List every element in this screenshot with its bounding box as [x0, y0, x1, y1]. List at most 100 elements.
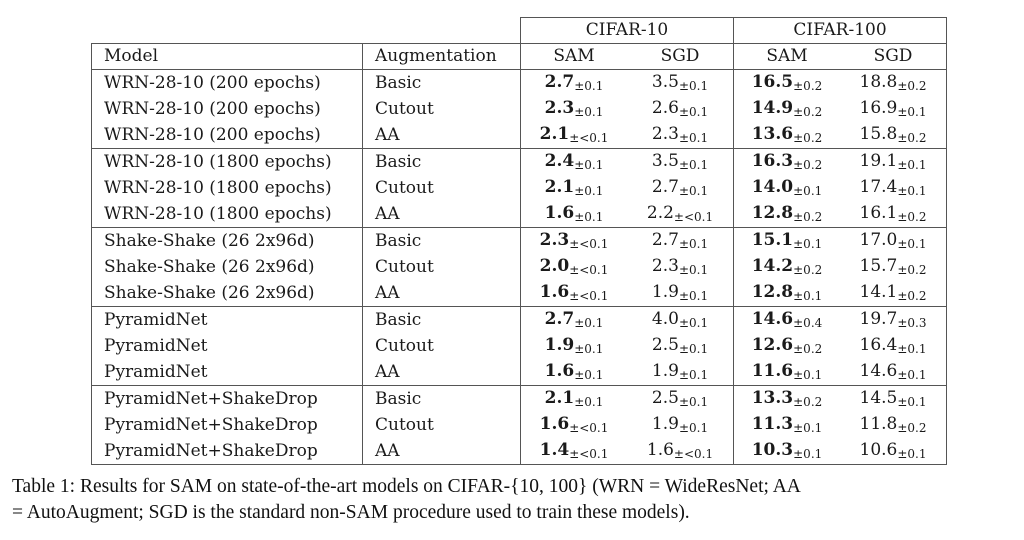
value: 2.7	[544, 72, 575, 92]
cell-cifar100-sgd: 10.6±0.1	[840, 438, 947, 465]
cell-augmentation: Cutout	[362, 254, 521, 280]
std: ±0.1	[678, 237, 709, 251]
cell-cifar100-sgd: 16.9±0.1	[840, 96, 947, 122]
std: ±0.1	[793, 368, 823, 382]
std: ±0.1	[574, 342, 604, 356]
header-cifar100-sam: SAM	[733, 43, 840, 70]
value: 1.9	[544, 335, 575, 355]
std: ±0.1	[678, 395, 709, 409]
header-cifar10-sgd: SGD	[627, 43, 734, 70]
cell-cifar10-sam: 2.3±<0.1	[520, 227, 627, 254]
value: 19.1	[859, 151, 898, 171]
value: 1.6	[544, 203, 575, 223]
value: 2.7	[544, 309, 575, 329]
std: ±0.1	[574, 210, 604, 224]
table-row: WRN-28-10 (200 epochs) Cutout 2.3±0.1 2.6±0…	[91, 96, 947, 122]
std: ±0.2	[897, 289, 927, 303]
cell-model: PyramidNet+ShakeDrop	[91, 412, 363, 438]
std: ±0.1	[678, 158, 709, 172]
cell-augmentation: AA	[362, 122, 521, 149]
value: 14.6	[859, 361, 898, 381]
std: ±0.1	[678, 79, 709, 93]
cell-augmentation: Cutout	[362, 175, 521, 201]
value: 1.6	[539, 414, 570, 434]
cell-augmentation: AA	[362, 359, 521, 386]
cell-cifar10-sgd: 2.7±0.1	[627, 175, 734, 201]
value: 12.8	[751, 282, 794, 302]
value: 15.8	[859, 124, 898, 144]
column-header-row: Model Augmentation SAM SGD SAM SGD	[91, 43, 947, 70]
cell-model: PyramidNet	[91, 306, 363, 333]
value: 2.7	[651, 230, 679, 250]
cell-cifar10-sgd: 2.5±0.1	[627, 333, 734, 359]
std: ±0.1	[678, 421, 709, 435]
std: ±0.1	[793, 184, 823, 198]
table-row: PyramidNet Cutout 1.9±0.1 2.5±0.1 12.6±0.2 16…	[91, 333, 947, 359]
value: 1.9	[651, 414, 679, 434]
cell-augmentation: AA	[362, 280, 521, 307]
value: 14.5	[859, 388, 898, 408]
cell-cifar100-sgd: 15.8±0.2	[840, 122, 947, 149]
cell-model: WRN-28-10 (1800 epochs)	[91, 148, 363, 175]
cell-cifar100-sam: 12.6±0.2	[733, 333, 840, 359]
cell-augmentation: AA	[362, 201, 521, 228]
std: ±0.1	[897, 342, 927, 356]
cell-augmentation: Cutout	[362, 412, 521, 438]
cell-cifar100-sgd: 18.8±0.2	[840, 69, 947, 96]
value: 1.6	[646, 440, 674, 460]
std: ±0.1	[678, 105, 709, 119]
cell-cifar10-sgd: 1.9±0.1	[627, 359, 734, 386]
std: ±0.1	[897, 447, 927, 461]
table-row: WRN-28-10 (200 epochs) Basic 2.7±0.1 3.5±0.…	[91, 69, 947, 96]
table-row: Shake-Shake (26 2x96d) Basic 2.3±<0.1 2.7±0…	[91, 227, 947, 254]
cell-cifar10-sam: 2.3±0.1	[520, 96, 627, 122]
std: ±0.2	[793, 105, 823, 119]
value: 2.6	[651, 98, 679, 118]
value: 3.5	[651, 72, 679, 92]
std: ±0.1	[574, 79, 604, 93]
std: ±0.1	[574, 395, 604, 409]
std: ±0.1	[793, 237, 823, 251]
std: ±<0.1	[673, 210, 714, 224]
cell-cifar10-sgd: 2.5±0.1	[627, 385, 734, 412]
cell-cifar10-sgd: 4.0±0.1	[627, 306, 734, 333]
cell-cifar10-sgd: 1.6±<0.1	[627, 438, 734, 465]
cell-cifar100-sgd: 16.4±0.1	[840, 333, 947, 359]
value: 16.4	[859, 335, 898, 355]
value: 2.1	[539, 124, 570, 144]
value: 12.8	[751, 203, 794, 223]
std: ±0.1	[678, 184, 709, 198]
table-row: WRN-28-10 (1800 epochs) Cutout 2.1±0.1 2.7±…	[91, 175, 947, 201]
value: 10.3	[751, 440, 794, 460]
group-header-cifar100: CIFAR-100	[733, 17, 947, 44]
cell-cifar100-sam: 12.8±0.1	[733, 280, 840, 307]
cell-cifar100-sgd: 17.4±0.1	[840, 175, 947, 201]
value: 19.7	[859, 309, 898, 329]
value: 2.1	[544, 388, 575, 408]
std: ±0.1	[793, 447, 823, 461]
table-row: WRN-28-10 (1800 epochs) AA 1.6±0.1 2.2±<0.1…	[91, 201, 947, 228]
cell-cifar100-sam: 13.6±0.2	[733, 122, 840, 149]
std: ±<0.1	[569, 421, 609, 435]
std: ±0.2	[897, 210, 927, 224]
std: ±<0.1	[569, 263, 609, 277]
cell-cifar10-sam: 1.6±<0.1	[520, 280, 627, 307]
std: ±0.1	[574, 316, 604, 330]
cell-cifar10-sam: 2.4±0.1	[520, 148, 627, 175]
cell-model: Shake-Shake (26 2x96d)	[91, 254, 363, 280]
cell-cifar100-sgd: 14.1±0.2	[840, 280, 947, 307]
cell-model: WRN-28-10 (1800 epochs)	[91, 175, 363, 201]
std: ±<0.1	[569, 289, 609, 303]
value: 18.8	[859, 72, 898, 92]
value: 16.5	[751, 72, 794, 92]
std: ±0.2	[897, 79, 927, 93]
cell-model: Shake-Shake (26 2x96d)	[91, 280, 363, 307]
cell-cifar100-sam: 10.3±0.1	[733, 438, 840, 465]
cell-cifar100-sgd: 19.7±0.3	[840, 306, 947, 333]
value: 15.1	[751, 230, 794, 250]
cell-cifar10-sam: 2.7±0.1	[520, 306, 627, 333]
cell-augmentation: Basic	[362, 227, 521, 254]
header-cifar10-sam: SAM	[520, 43, 627, 70]
std: ±0.4	[793, 316, 823, 330]
cell-cifar10-sam: 1.9±0.1	[520, 333, 627, 359]
